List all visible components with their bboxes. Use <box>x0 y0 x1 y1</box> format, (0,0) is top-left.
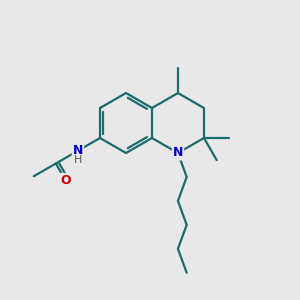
Text: O: O <box>60 174 71 187</box>
Text: H: H <box>74 155 82 165</box>
Text: N: N <box>73 144 83 157</box>
Text: N: N <box>173 146 183 160</box>
